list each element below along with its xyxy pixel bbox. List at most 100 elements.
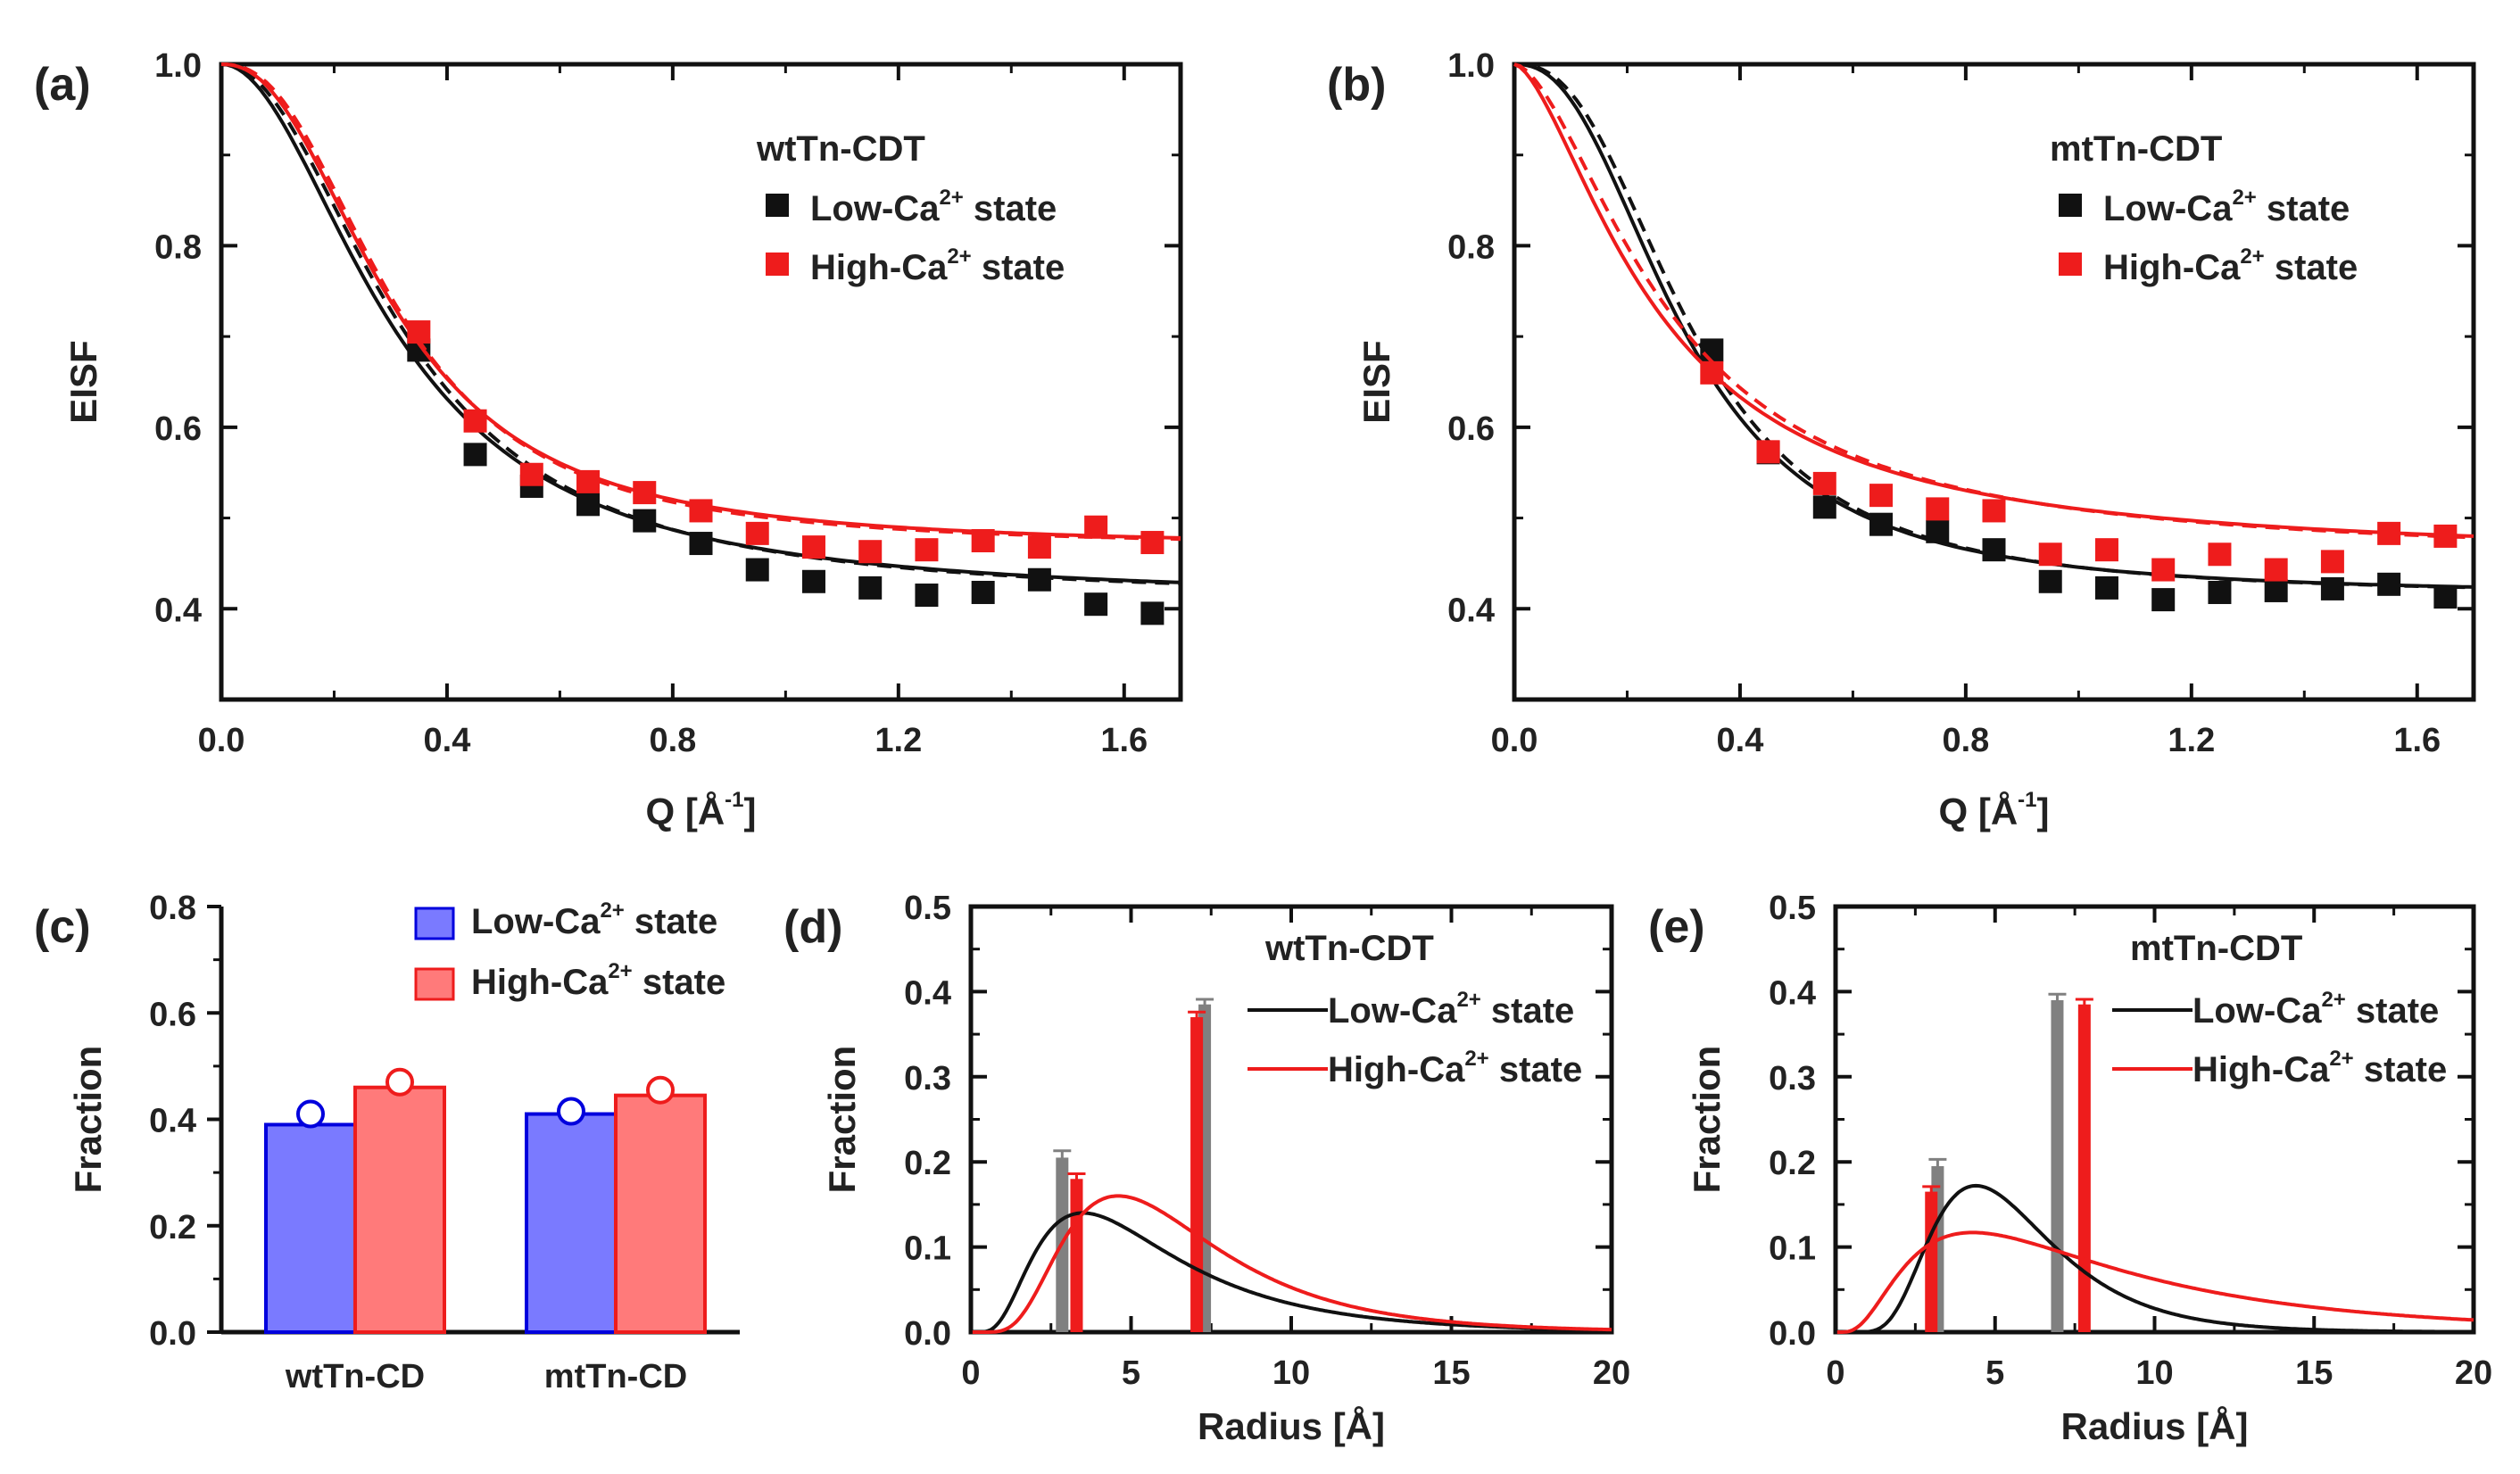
distribution-bar [2051,999,2064,1332]
data-point [971,529,995,552]
y-axis-title: Fraction [821,1046,863,1194]
data-point [1700,360,1724,385]
legend-marker [2059,253,2082,276]
legend-label-main: High-Ca [1328,1050,1465,1089]
data-point [915,584,939,608]
legend-label-main: High-Ca [810,248,948,287]
y-tick-label: 0.5 [904,890,951,927]
panel-label: (c) [34,901,91,953]
legend-label-tail: state [2265,248,2358,287]
data-point [519,462,543,486]
panel-label: (e) [1648,901,1705,953]
data-point [2433,524,2458,548]
data-point [576,493,601,517]
data-point [2038,569,2062,593]
bar [353,1085,446,1334]
y-tick-label: 0.3 [904,1060,951,1097]
legend-marker [766,253,789,276]
legend-title: wtTn-CDT [756,129,925,169]
legend-label-tail: state [633,963,726,1002]
bar [525,1112,618,1334]
data-point [1982,538,2006,562]
legend-label-sup: 2+ [939,186,963,210]
bar-marker [557,1097,585,1126]
legend-label: High-Ca2+ state [1328,1047,1582,1089]
data-point [463,409,487,433]
y-tick-label: 0.8 [1447,228,1495,266]
x-axis-title-main: Q [Å [646,791,725,832]
x-tick-label: 1.2 [2168,722,2215,759]
legend-swatch [414,907,455,940]
x-category-label: wtTn-CD [285,1358,425,1395]
data-point [915,538,939,562]
data-point [2208,580,2232,604]
legend-label-main: High-Ca [2103,248,2241,287]
panel-c-fraction-bars: 0.0 0.2 0.4 0.6 0.8 (c) Fraction wtTn-CD mtTn-CD… [34,890,740,1395]
x-axis-title: Q [Å-1] [1939,788,2050,832]
x-tick-label: 1.6 [1100,722,1148,759]
x-tick-label: 20 [1593,1354,1630,1392]
data-point [745,558,769,582]
legend-label-main: Low-Ca [810,189,940,228]
distribution-curve [972,1194,1612,1334]
data-point [2151,558,2176,582]
legend-label: Low-Ca2+ state [2193,988,2439,1031]
data-point [1140,601,1165,625]
x-category-label: mtTn-CD [544,1358,687,1395]
legend-label: Low-Ca2+ state [810,186,1057,228]
fit-curve [1513,62,2474,538]
data-point [1756,440,1780,464]
y-tick-label: 0.6 [1447,410,1495,448]
legend-label: High-Ca2+ state [2103,244,2358,287]
x-axis-title: Radius [Å] [2061,1405,2249,1447]
x-tick-label: 10 [1272,1354,1310,1392]
x-tick-label: 5 [1985,1354,2004,1392]
x-axis-title-end: ] [744,791,757,832]
y-tick-label: 0.0 [149,1315,196,1353]
distribution-curve [1836,1230,2474,1334]
distribution-bar [1070,1179,1083,1332]
y-tick-label: 0.8 [149,890,196,927]
legend-label-tail: state [972,248,1065,287]
fit-curve-dashed [220,62,1181,542]
legend-label: Low-Ca2+ state [1328,988,1574,1031]
data-point [1027,567,1051,592]
legend-label-tail: state [1481,991,1575,1031]
plot-frame [219,62,1183,702]
data-point [2433,585,2458,609]
data-point [1869,484,1894,508]
legend-label-main: Low-Ca [2193,991,2322,1031]
legend-swatch [414,967,455,1001]
legend-label: Low-Ca2+ state [471,898,717,941]
legend-label-tail: state [625,902,718,941]
data-point [1982,499,2006,523]
legend-label-tail: state [2257,189,2350,228]
y-tick-label: 0.2 [149,1209,196,1246]
fit-curve [220,62,1181,540]
data-point [858,540,883,564]
data-point [2377,572,2401,596]
fit-curve-dashed [1513,62,2474,540]
legend-title: wtTn-CDT [1264,929,1434,968]
x-tick-label: 0.0 [1491,722,1538,759]
x-axis-title: Radius [Å] [1198,1405,1385,1447]
y-tick-label: 0.2 [904,1145,951,1182]
data-point [1926,519,1950,543]
legend-label: High-Ca2+ state [471,959,725,1002]
x-axis-title-sup: -1 [725,788,743,812]
legend-label-main: High-Ca [471,963,609,1002]
data-point [2320,576,2344,600]
legend-label-main: Low-Ca [2103,189,2233,228]
legend-marker [2059,194,2082,217]
x-tick-label: 0 [1826,1354,1844,1392]
legend-label-tail: state [964,189,1057,228]
data-point [1700,338,1724,362]
panel-b-eisf-mt: 0.0 0.4 0.8 1.2 1.6 0.4 0.6 0.8 1.0 (b) EISF Q [Å-1… [1327,47,2476,832]
x-tick-label: 1.2 [875,722,922,759]
x-tick-label: 1.6 [2393,722,2441,759]
legend-label: High-Ca2+ state [810,244,1065,287]
data-point [463,443,487,467]
distribution-bar [1925,1191,1938,1332]
legend-label-sup: 2+ [2232,186,2256,210]
y-tick-label: 0.1 [1769,1230,1816,1268]
